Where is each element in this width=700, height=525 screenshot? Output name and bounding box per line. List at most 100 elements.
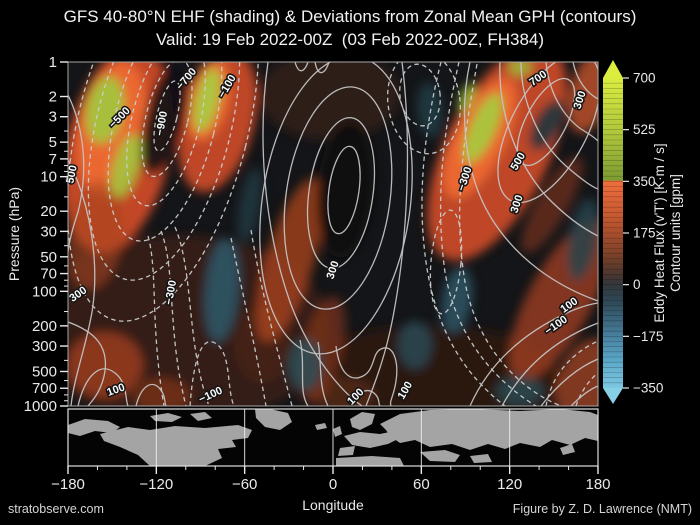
- x-tick-label: 120: [497, 476, 522, 493]
- shading-blob: [521, 156, 583, 254]
- x-tick-label: 0: [329, 476, 337, 493]
- contour-positive: [317, 341, 329, 406]
- contour-negative: [189, 341, 235, 406]
- contour-positive: [540, 358, 598, 406]
- contour-negative: [429, 209, 463, 315]
- y-axis-title: Pressure (hPa): [6, 186, 22, 282]
- shading-blob: [85, 76, 125, 144]
- contour-positive: [299, 339, 309, 406]
- colorbar-title: Eddy Heat Flux (v'T') [K·m / s] Contour …: [652, 143, 684, 322]
- map-landmass: [470, 454, 492, 463]
- chart-subtitle: Valid: 19 Feb 2022-00Z (03 Feb 2022-00Z,…: [155, 30, 545, 49]
- contour-positive: [68, 94, 85, 253]
- contour-negative: [575, 372, 598, 406]
- contour-positive: [520, 62, 598, 190]
- contour-negative: [439, 62, 537, 406]
- map-landmass: [338, 446, 355, 456]
- contour-positive: [262, 62, 363, 406]
- map-landmass: [333, 426, 342, 437]
- map-landmass: [578, 424, 590, 440]
- map-landmass: [380, 409, 598, 450]
- shading-blob: [141, 62, 189, 175]
- contour-negative: [399, 63, 441, 127]
- contour-positive: [365, 62, 409, 406]
- map-landmass: [150, 413, 182, 422]
- shading-blob: [496, 376, 544, 406]
- shading-blob: [398, 321, 432, 369]
- map-landmass: [68, 419, 120, 436]
- contour-positive: [570, 385, 598, 406]
- contour-positive: [306, 116, 376, 270]
- contour-positive: [327, 145, 361, 235]
- map-landmass: [336, 456, 404, 466]
- y-tick-label: 1: [49, 54, 57, 71]
- contour-positive: [283, 86, 393, 310]
- contour-negative: [174, 226, 210, 406]
- colorbar-title-line1: Eddy Heat Flux (v'T') [K·m / s]: [652, 143, 667, 323]
- y-tick-label: 2: [49, 89, 57, 106]
- x-tick-label: 180: [585, 476, 610, 493]
- colorbar-arrow-up: [603, 60, 623, 78]
- y-tick-label: 20: [40, 203, 57, 220]
- shading-blob: [110, 134, 142, 198]
- map-landmass: [344, 431, 400, 448]
- contour-positive: [499, 62, 598, 237]
- colorbar-tick-label: 0: [633, 277, 641, 292]
- contour-positive: [135, 383, 167, 406]
- watermark-text: stratobserve.com: [8, 502, 104, 516]
- map-landmass: [420, 450, 460, 462]
- contour-negative: [386, 62, 462, 155]
- colorbar-title-line2: Contour units [gpm]: [668, 174, 683, 292]
- colorbar-tick-label: −350: [633, 381, 663, 396]
- shading-blob: [68, 180, 124, 290]
- x-tick-label: −120: [139, 476, 173, 493]
- shading-blob: [508, 62, 532, 76]
- chart-title: GFS 40-80°N EHF (shading) & Deviations f…: [63, 7, 637, 26]
- contour-positive: [469, 302, 598, 406]
- contour-positive: [314, 62, 330, 74]
- shading-blob: [529, 99, 565, 151]
- colorbar-tick-label: 525: [633, 122, 656, 137]
- y-tick-label: 5: [49, 134, 57, 151]
- shading-blob: [463, 92, 503, 164]
- y-tick-label: 70: [40, 266, 57, 283]
- contour-negative: [421, 62, 506, 406]
- colorbar-arrow-down: [603, 388, 623, 404]
- contour-negative: [68, 62, 260, 322]
- y-tick-label: 50: [40, 249, 57, 266]
- map-landmass: [560, 444, 575, 455]
- credit-text: Figure by Z. D. Lawrence (NMT): [512, 502, 692, 516]
- shading-blob: [260, 62, 400, 140]
- contour-positive: [572, 62, 598, 100]
- x-tick-label: −60: [232, 476, 257, 493]
- contour-negative: [107, 62, 223, 242]
- map-landmass: [100, 425, 252, 466]
- map-layer: [68, 409, 598, 466]
- contour-positive: [68, 321, 107, 406]
- x-tick-label: −180: [51, 476, 85, 493]
- colorbar-tick-label: 175: [633, 226, 656, 241]
- shading-blob: [193, 67, 221, 133]
- contour-positive: [501, 322, 598, 406]
- y-tick-label: 500: [32, 363, 57, 380]
- y-tick-label: 3: [49, 109, 57, 126]
- map-landmass: [350, 412, 375, 430]
- contour-value-label: −900: [154, 110, 170, 136]
- y-tick-label: 100: [32, 283, 57, 300]
- contour-negative: [153, 80, 181, 152]
- y-tick-label: 7: [49, 151, 57, 168]
- contour-negative: [141, 62, 193, 178]
- colorbar-tick-label: 700: [633, 71, 656, 86]
- contour-layer: [68, 62, 598, 406]
- contour-positive: [545, 62, 598, 142]
- y-tick-label: 700: [32, 380, 57, 397]
- y-tick-label: 30: [40, 223, 57, 240]
- map-landmass: [190, 412, 212, 421]
- shading-layer: [68, 62, 598, 406]
- contour-negative: [545, 340, 598, 406]
- contour-negative: [126, 62, 206, 207]
- y-tick-label: 10: [40, 169, 57, 186]
- contour-positive: [351, 390, 381, 406]
